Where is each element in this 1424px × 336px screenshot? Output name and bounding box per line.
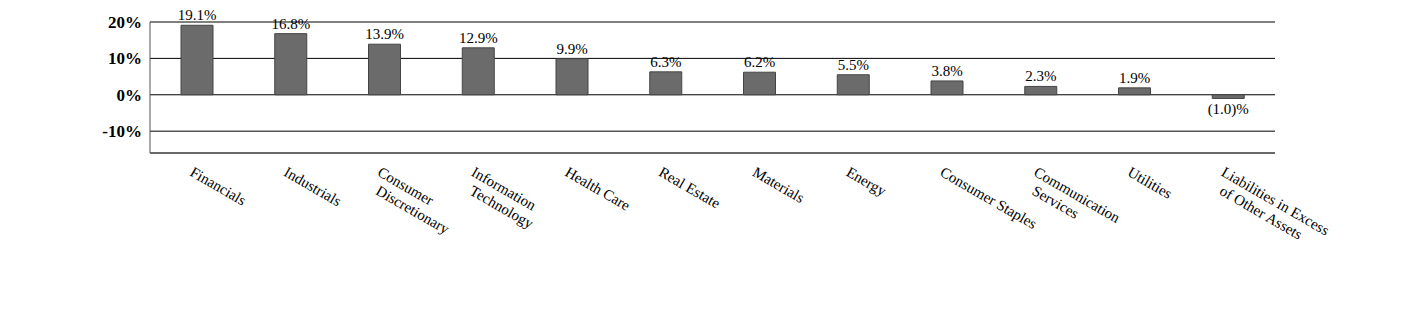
- svg-text:10%: 10%: [108, 49, 142, 68]
- svg-text:Materials: Materials: [750, 164, 807, 206]
- svg-text:Financials: Financials: [187, 164, 249, 209]
- svg-text:Health Care: Health Care: [562, 164, 633, 214]
- svg-text:CommunicationServices: CommunicationServices: [1023, 164, 1124, 241]
- svg-text:13.9%: 13.9%: [365, 26, 404, 42]
- svg-text:12.9%: 12.9%: [459, 30, 498, 46]
- svg-text:-10%: -10%: [102, 122, 142, 141]
- svg-text:Energy: Energy: [844, 164, 890, 200]
- svg-text:6.3%: 6.3%: [650, 54, 681, 70]
- svg-text:3.8%: 3.8%: [931, 63, 962, 79]
- svg-text:ConsumerDiscretionary: ConsumerDiscretionary: [366, 164, 461, 238]
- svg-text:1.9%: 1.9%: [1119, 70, 1150, 86]
- svg-text:16.8%: 16.8%: [271, 16, 310, 32]
- svg-text:0%: 0%: [117, 86, 143, 105]
- svg-text:Liabilities in Excessof Other: Liabilities in Excessof Other Assets: [1210, 164, 1332, 253]
- svg-text:2.3%: 2.3%: [1025, 68, 1056, 84]
- svg-text:Industrials: Industrials: [281, 164, 344, 210]
- svg-text:9.9%: 9.9%: [556, 41, 587, 57]
- svg-text:5.5%: 5.5%: [838, 57, 869, 73]
- svg-text:Real Estate: Real Estate: [656, 164, 723, 212]
- svg-text:Consumer Staples: Consumer Staples: [937, 164, 1039, 232]
- svg-text:Utilities: Utilities: [1125, 164, 1175, 202]
- svg-text:6.2%: 6.2%: [744, 54, 775, 70]
- svg-text:(1.0)%: (1.0)%: [1208, 101, 1249, 118]
- svg-text:20%: 20%: [108, 13, 142, 32]
- svg-text:InformationTechnology: InformationTechnology: [460, 164, 545, 232]
- svg-text:19.1%: 19.1%: [178, 8, 217, 23]
